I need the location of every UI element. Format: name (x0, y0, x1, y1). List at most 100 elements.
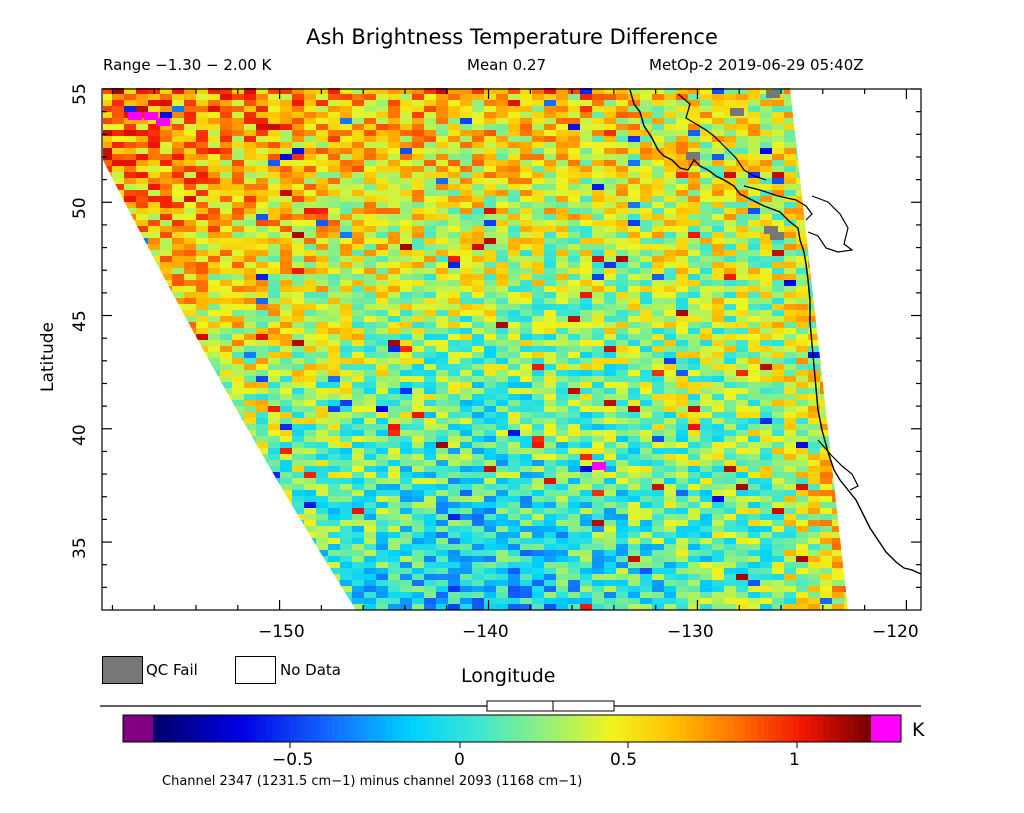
swath-cell (652, 544, 665, 551)
swath-cell (316, 112, 329, 119)
swath-cell (568, 274, 581, 281)
swath-cell (268, 322, 281, 329)
swath-cell (604, 442, 617, 449)
swath-cell (388, 544, 401, 551)
swath-cell (640, 352, 653, 359)
swath-cell (604, 460, 617, 467)
swath-cell (484, 358, 497, 365)
swath-cell (340, 334, 353, 341)
swath-cell (184, 202, 197, 209)
swath-cell (364, 214, 377, 221)
swath-cell (616, 352, 629, 359)
swath-cell (700, 130, 713, 137)
swath-cell (424, 142, 437, 149)
swath-cell (364, 256, 377, 263)
swath-cell (568, 316, 581, 323)
swath-cell (592, 262, 605, 269)
swath-cell (376, 250, 389, 257)
swath-cell (208, 358, 221, 365)
swath-cell (376, 130, 389, 137)
swath-cell (436, 550, 449, 557)
swath-cell (244, 214, 257, 221)
swath-cell (628, 364, 641, 371)
swath-cell (808, 436, 821, 443)
swath-cell (376, 538, 389, 545)
swath-cell (160, 244, 173, 251)
swath-cell (436, 136, 449, 143)
swath-cell (796, 262, 809, 269)
swath-cell (688, 190, 701, 197)
swath-cell (196, 250, 209, 257)
swath-cell (700, 436, 713, 443)
swath-cell (220, 376, 233, 383)
swath-cell (700, 430, 713, 437)
swath-cell (484, 394, 497, 401)
swath-cell (508, 526, 521, 533)
swath-cell (268, 436, 281, 443)
swath-cell (352, 430, 365, 437)
swath-cell (676, 142, 689, 149)
swath-cell (424, 358, 437, 365)
swath-cell (436, 166, 449, 173)
swath-cell (580, 418, 593, 425)
swath-cell (820, 496, 833, 503)
swath-cell (652, 322, 665, 329)
swath-cell (616, 310, 629, 317)
swath-cell (148, 148, 161, 155)
swath-cell (544, 394, 557, 401)
swath-cell (160, 112, 173, 119)
swath-cell (103, 130, 113, 137)
swath-cell (544, 154, 557, 161)
swath-cell (508, 238, 521, 245)
swath-cell (232, 118, 245, 125)
swath-cell (232, 220, 245, 227)
swath-cell (760, 292, 773, 299)
swath-cell (388, 538, 401, 545)
swath-cell (700, 532, 713, 539)
swath-cell (208, 322, 221, 329)
swath-cell (352, 346, 365, 353)
swath-cell (436, 178, 449, 185)
swath-cell (772, 328, 785, 335)
swath-cell (232, 370, 245, 377)
swath-cell (676, 262, 689, 269)
swath-cell (688, 526, 701, 533)
swath-cell (712, 358, 725, 365)
swath-cell (256, 334, 269, 341)
swath-cell (424, 280, 437, 287)
swath-cell (172, 148, 185, 155)
swath-cell (280, 418, 293, 425)
swath-cell (700, 358, 713, 365)
swath-cell (244, 376, 257, 383)
swath-cell (664, 178, 677, 185)
swath-cell (700, 148, 713, 155)
swath-cell (484, 424, 497, 431)
swath-cell (412, 442, 425, 449)
swath-cell (364, 502, 377, 509)
swath-cell (316, 532, 329, 539)
swath-cell (616, 136, 629, 143)
swath-cell (376, 502, 389, 509)
swath-cell (760, 334, 773, 341)
swath-cell (652, 436, 665, 443)
swath-cell (796, 430, 809, 437)
swath-cell (580, 370, 593, 377)
swath-cell (556, 514, 569, 521)
swath-cell (304, 358, 317, 365)
swath-cell (496, 334, 509, 341)
swath-cell (316, 412, 329, 419)
swath-cell (112, 184, 125, 191)
swath-cell (592, 340, 605, 347)
swath-cell (388, 442, 401, 449)
swath-cell (544, 520, 557, 527)
swath-cell (568, 412, 581, 419)
swath-cell (232, 286, 245, 293)
swath-cell (280, 472, 293, 479)
swath-cell (628, 148, 641, 155)
swath-cell (364, 382, 377, 389)
swath-cell (484, 226, 497, 233)
swath-cell (544, 460, 557, 467)
swath-cell (640, 346, 653, 353)
swath-cell (652, 550, 665, 557)
swath-cell (508, 496, 521, 503)
